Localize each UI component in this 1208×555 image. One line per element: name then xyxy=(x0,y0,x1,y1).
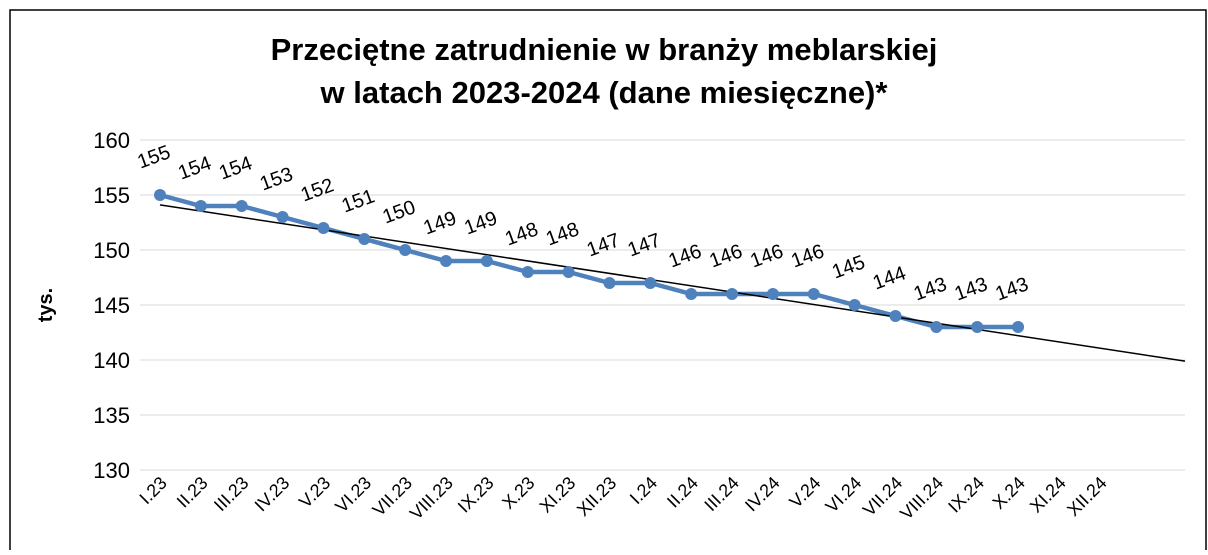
data-point xyxy=(1012,321,1025,333)
y-tick-label: 130 xyxy=(93,458,130,483)
data-point xyxy=(644,277,657,289)
data-point xyxy=(317,222,330,234)
y-tick-label: 140 xyxy=(93,348,130,373)
y-tick-label: 160 xyxy=(93,128,130,153)
y-tick-label: 135 xyxy=(93,403,130,428)
data-point xyxy=(889,310,902,322)
data-point xyxy=(603,277,616,289)
chart-title: Przeciętne zatrudnienie w branży meblars… xyxy=(271,32,938,67)
chart-title: w latach 2023-2024 (dane miesięczne)* xyxy=(320,75,889,110)
data-point xyxy=(521,266,534,278)
data-point xyxy=(440,255,453,267)
trendline xyxy=(159,204,1186,362)
data-point xyxy=(766,288,779,300)
data-point xyxy=(848,299,861,311)
data-point xyxy=(807,288,820,300)
data-point xyxy=(562,266,575,278)
y-tick-label: 145 xyxy=(93,293,130,318)
y-tick-label: 155 xyxy=(93,183,130,208)
data-point xyxy=(930,321,943,333)
data-point xyxy=(726,288,739,300)
data-point xyxy=(971,321,984,333)
y-axis-label: tys. xyxy=(35,288,57,322)
data-point xyxy=(154,189,166,201)
data-line xyxy=(159,192,1019,330)
data-point xyxy=(399,244,412,256)
data-point xyxy=(276,211,289,223)
data-point xyxy=(194,200,207,212)
data-point xyxy=(358,233,371,245)
data-point xyxy=(685,288,698,300)
y-tick-label: 150 xyxy=(93,238,130,263)
data-point xyxy=(480,255,493,267)
data-point xyxy=(235,200,248,212)
